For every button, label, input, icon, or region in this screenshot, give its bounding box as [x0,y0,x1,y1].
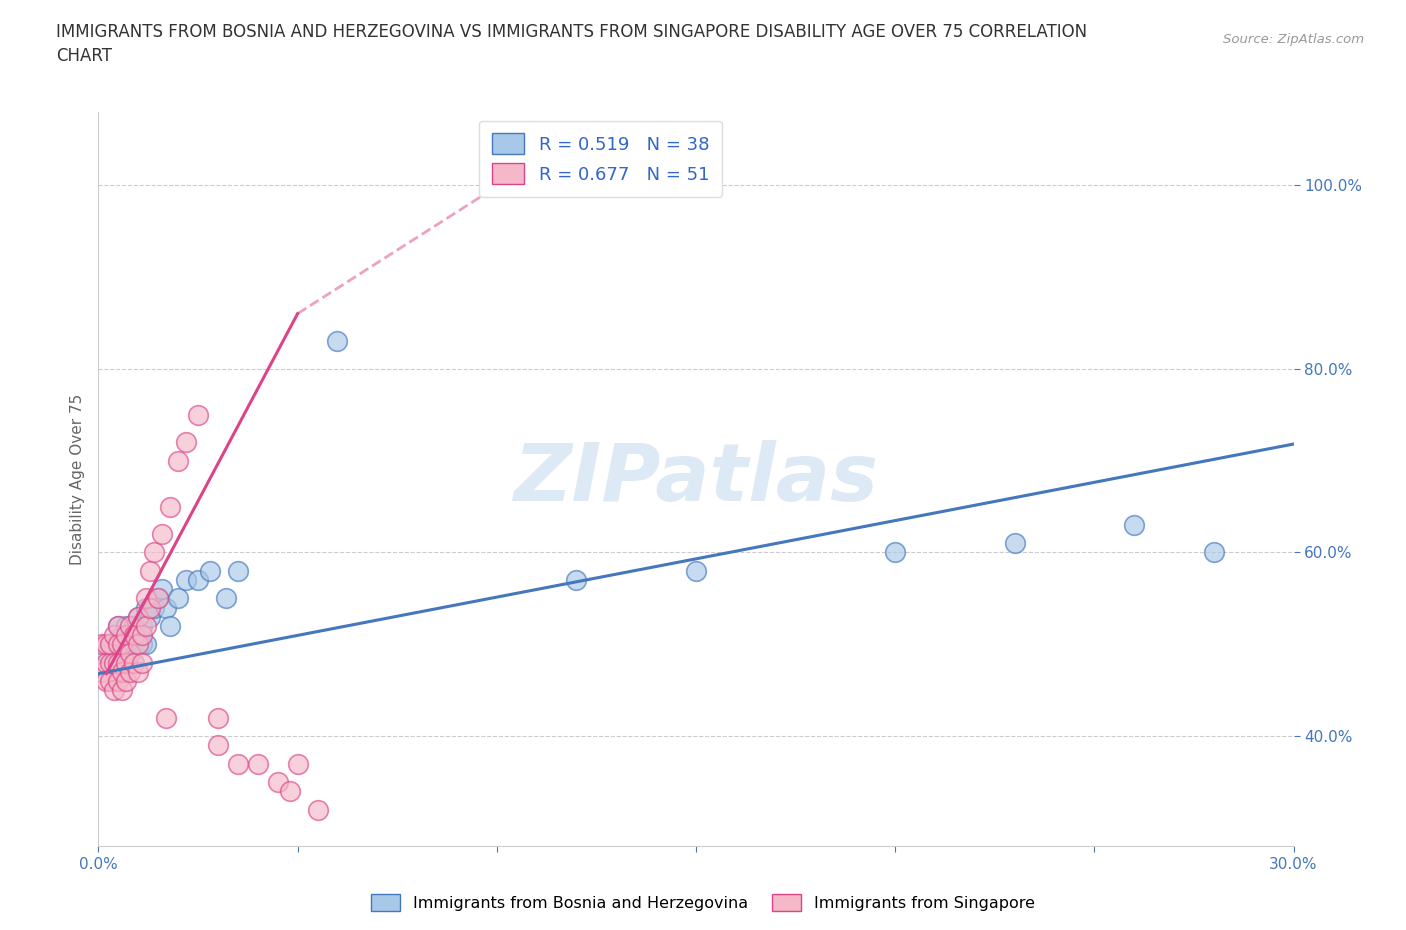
Point [111,628,134,643]
Legend: Immigrants from Bosnia and Herzegovina, Immigrants from Singapore: Immigrants from Bosnia and Herzegovina, … [366,888,1040,917]
Point [115,673,138,688]
Point [127,609,149,624]
Point [148,591,170,605]
Point [107,637,129,652]
Point [143,545,166,560]
Point [131,628,153,643]
Point [120,664,142,679]
Point [127,637,149,652]
Y-axis label: Disability Age Over 75: Disability Age Over 75 [69,393,84,565]
Point [111,646,134,661]
Point [107,637,129,652]
Point [124,618,146,633]
Point [246,756,269,771]
Point [139,600,162,615]
Point [155,600,177,615]
Point [107,673,129,688]
Point [187,407,209,422]
Point [98,656,122,671]
Point [159,499,181,514]
Point [135,618,157,633]
Point [103,628,125,643]
Point [120,618,142,633]
Point [884,545,907,560]
Point [159,618,181,633]
Point [131,618,153,633]
Point [143,600,166,615]
Point [174,573,197,588]
Point [98,637,122,652]
Point [326,334,349,349]
Point [207,737,229,752]
Point [111,683,134,698]
Legend: R = 0.519   N = 38, R = 0.677   N = 51: R = 0.519 N = 38, R = 0.677 N = 51 [479,121,721,196]
Point [115,628,138,643]
Point [198,564,221,578]
Point [120,628,142,643]
Point [115,618,138,633]
Point [124,628,146,643]
Point [215,591,238,605]
Point [98,673,122,688]
Point [174,435,197,450]
Point [187,573,209,588]
Point [150,526,173,541]
Point [150,582,173,597]
Point [139,609,162,624]
Point [124,637,146,652]
Point [107,656,129,671]
Point [131,656,153,671]
Point [96,656,118,671]
Point [135,600,157,615]
Point [103,656,125,671]
Point [96,637,118,652]
Point [107,618,129,633]
Point [207,711,229,725]
Point [91,637,114,652]
Point [287,756,309,771]
Point [1123,517,1146,532]
Point [167,453,190,468]
Point [127,628,149,643]
Point [120,646,142,661]
Point [115,656,138,671]
Point [267,775,290,790]
Point [135,591,157,605]
Point [98,637,122,652]
Point [96,673,118,688]
Point [565,573,588,588]
Point [111,637,134,652]
Point [107,618,129,633]
Point [278,784,301,799]
Point [131,637,153,652]
Point [307,802,329,817]
Point [167,591,190,605]
Point [155,711,177,725]
Point [139,564,162,578]
Text: IMMIGRANTS FROM BOSNIA AND HERZEGOVINA VS IMMIGRANTS FROM SINGAPORE DISABILITY A: IMMIGRANTS FROM BOSNIA AND HERZEGOVINA V… [56,23,1087,65]
Point [1202,545,1225,560]
Point [685,564,707,578]
Point [1004,536,1026,551]
Point [120,646,142,661]
Point [111,664,134,679]
Point [91,664,114,679]
Text: ZIPatlas: ZIPatlas [513,440,879,518]
Point [96,646,118,661]
Point [103,656,125,671]
Point [124,656,146,671]
Point [148,591,170,605]
Text: Source: ZipAtlas.com: Source: ZipAtlas.com [1223,33,1364,46]
Point [127,609,149,624]
Point [135,637,157,652]
Point [103,683,125,698]
Point [127,664,149,679]
Point [115,637,138,652]
Point [226,756,249,771]
Point [226,564,249,578]
